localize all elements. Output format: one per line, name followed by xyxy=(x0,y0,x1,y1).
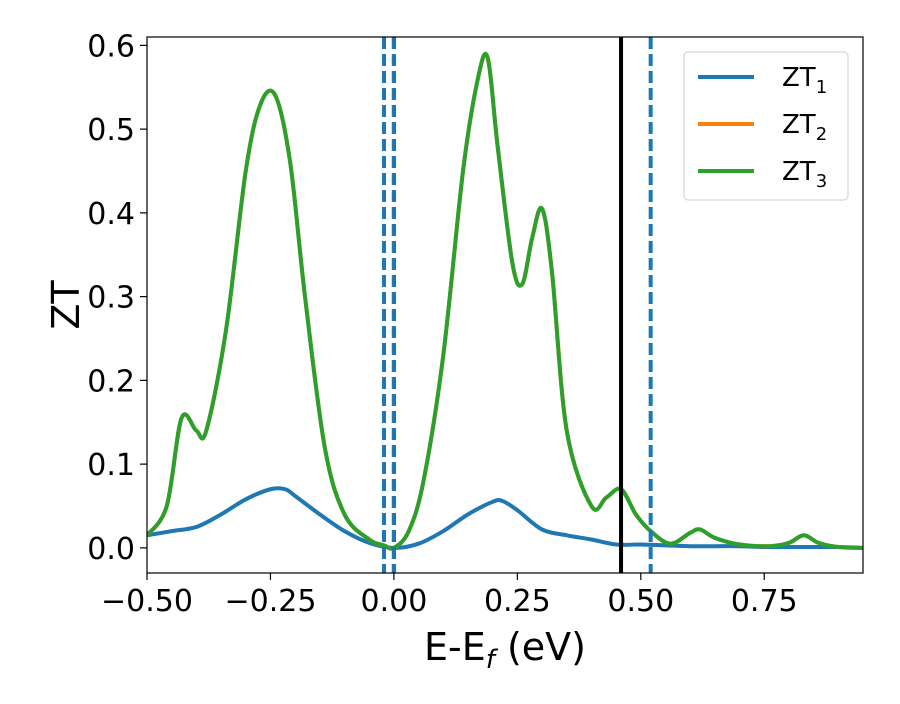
legend-label-3: ZT3 xyxy=(782,157,827,192)
y-tick-label: 0.0 xyxy=(87,532,135,567)
y-tick-label: 0.1 xyxy=(87,448,135,483)
series-line-3 xyxy=(147,51,863,551)
y-tick-label: 0.2 xyxy=(87,364,135,399)
x-axis-title-unit: (eV) xyxy=(495,625,586,669)
x-tick-label: 0.75 xyxy=(731,584,798,619)
y-tick-label: 0.5 xyxy=(87,113,135,148)
x-tick-label: 0.00 xyxy=(360,584,427,619)
x-tick-label: −0.25 xyxy=(224,584,316,619)
x-tick-label: −0.50 xyxy=(101,584,193,619)
legend-label-sub: 1 xyxy=(816,77,827,98)
legend-label-2: ZT2 xyxy=(782,110,827,145)
x-tick-label: 0.50 xyxy=(607,584,674,619)
y-tick-label: 0.6 xyxy=(87,29,135,64)
legend-label-1: ZT1 xyxy=(782,63,827,98)
legend-box xyxy=(683,51,849,201)
legend-label-sub: 2 xyxy=(816,124,827,145)
legend-label-main: ZT xyxy=(782,110,816,140)
y-axis: 0.0 0.1 0.2 0.3 0.4 0.5 0.6 xyxy=(87,29,147,567)
x-axis-title-main: E-E xyxy=(424,625,486,669)
y-tick-label: 0.3 xyxy=(87,281,135,316)
x-axis: −0.50 −0.25 0.00 0.25 0.50 0.75 xyxy=(101,573,798,619)
y-axis-title: ZT xyxy=(44,280,88,330)
plot-frame xyxy=(146,36,864,574)
legend-label-main: ZT xyxy=(782,157,816,187)
y-tick-label: 0.4 xyxy=(87,197,135,232)
legend-label-main: ZT xyxy=(782,63,816,93)
legend-label-sub: 3 xyxy=(816,171,827,192)
plot-marks xyxy=(147,37,863,573)
x-axis-title: E-Ef (eV) xyxy=(424,625,586,675)
x-tick-label: 0.25 xyxy=(484,584,551,619)
series-line-1 xyxy=(147,486,863,550)
